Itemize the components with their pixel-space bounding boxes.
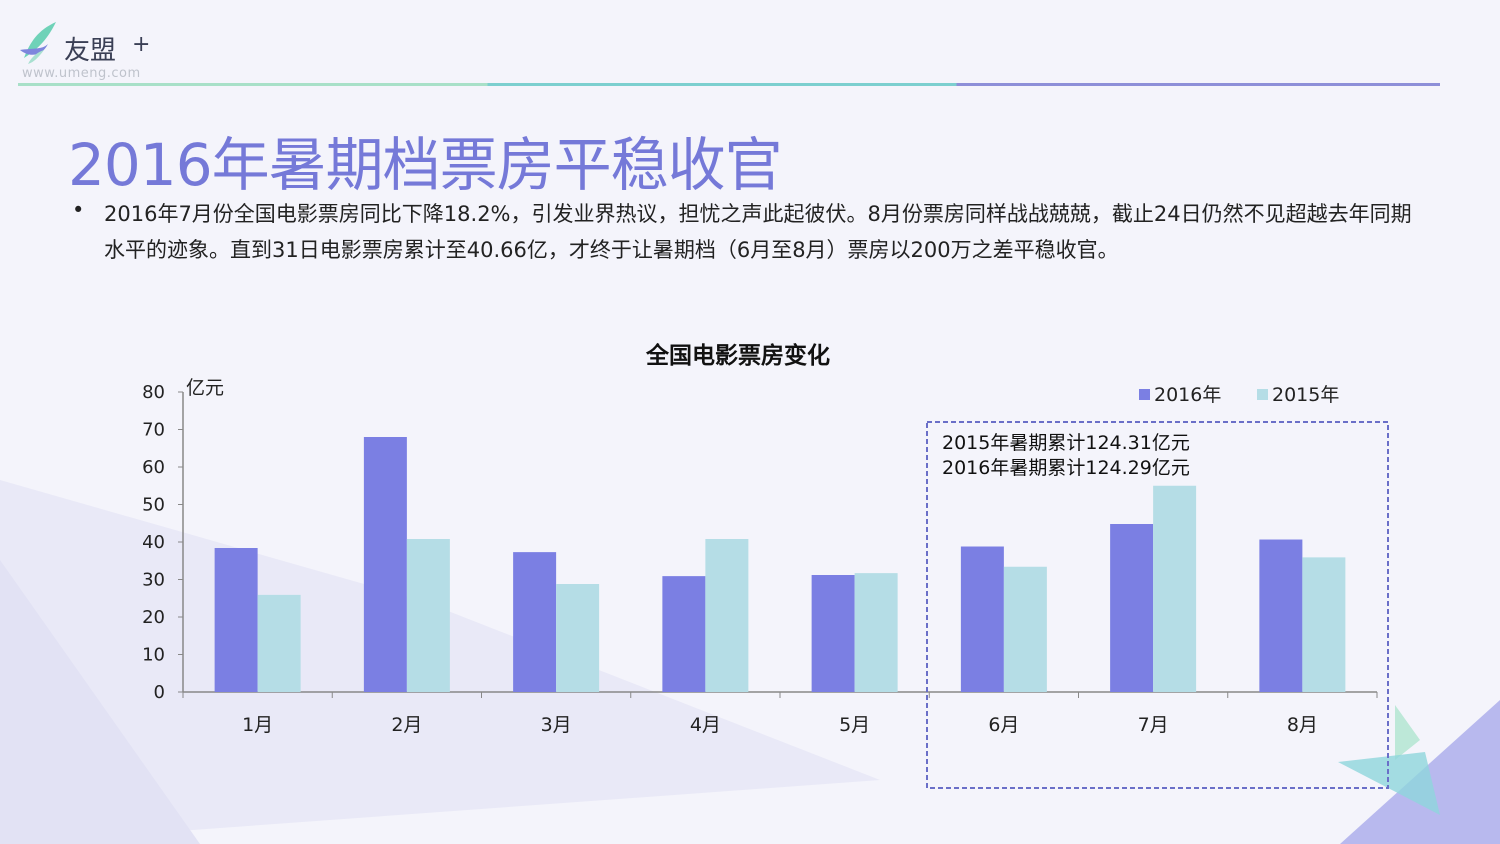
page-title: 2016年暑期档票房平稳收官	[68, 131, 783, 199]
summer-highlight-box	[926, 421, 1389, 789]
bullet-icon: •	[72, 198, 85, 222]
logo-url: www.umeng.com	[22, 66, 141, 81]
x-tick-label: 8月	[1287, 714, 1318, 736]
legend-swatch-2016	[1139, 389, 1150, 400]
legend-label-2015: 2015年	[1272, 384, 1339, 406]
bar-2016年-4月	[662, 576, 706, 692]
y-tick-label: 10	[142, 645, 165, 666]
legend-swatch-2015	[1257, 389, 1268, 400]
bar-2016年-5月	[811, 575, 855, 692]
bar-2015年-5月	[854, 573, 898, 692]
y-tick-label: 70	[142, 420, 165, 441]
bar-2015年-2月	[406, 539, 450, 692]
logo-name: 友盟	[64, 36, 117, 66]
x-tick-label: 7月	[1138, 714, 1169, 736]
bar-2016年-8月	[1259, 539, 1303, 692]
bar-2016年-2月	[363, 437, 407, 692]
annotation-2015: 2015年暑期累计124.31亿元	[942, 432, 1190, 454]
y-axis-label: 亿元	[186, 377, 224, 399]
bar-2015年-4月	[705, 539, 749, 692]
y-tick-label: 30	[142, 570, 165, 591]
bar-2016年-3月	[513, 552, 557, 692]
y-tick-label: 50	[142, 495, 165, 516]
y-tick-label: 60	[142, 457, 165, 478]
bar-2016年-1月	[214, 548, 258, 692]
bar-2015年-1月	[257, 594, 301, 692]
x-tick-label: 4月	[690, 714, 721, 736]
logo-icon	[20, 22, 56, 64]
x-tick-label: 2月	[391, 714, 422, 736]
summary-paragraph: 2016年7月份全国电影票房同比下降18.2%，引发业界热议，担忧之声此起彼伏。…	[104, 202, 1412, 262]
bar-2015年-8月	[1302, 557, 1346, 692]
bar-2016年-7月	[1110, 524, 1154, 692]
y-tick-label: 40	[142, 532, 165, 553]
header-divider	[18, 83, 1440, 86]
bar-2015年-6月	[1003, 566, 1047, 692]
x-tick-label: 5月	[839, 714, 870, 736]
annotation-2016: 2016年暑期累计124.29亿元	[942, 457, 1190, 479]
y-tick-label: 80	[142, 382, 165, 403]
x-tick-label: 1月	[242, 714, 273, 736]
y-tick-label: 20	[142, 607, 165, 628]
y-tick-label: 0	[154, 682, 165, 703]
bar-2016年-6月	[960, 546, 1004, 692]
chart-title: 全国电影票房变化	[645, 342, 830, 369]
x-tick-label: 3月	[541, 714, 572, 736]
logo-plus: +	[132, 32, 151, 57]
bar-2015年-3月	[556, 584, 600, 692]
bar-2015年-7月	[1153, 485, 1197, 692]
x-tick-label: 6月	[988, 714, 1019, 736]
legend-label-2016: 2016年	[1154, 384, 1221, 406]
